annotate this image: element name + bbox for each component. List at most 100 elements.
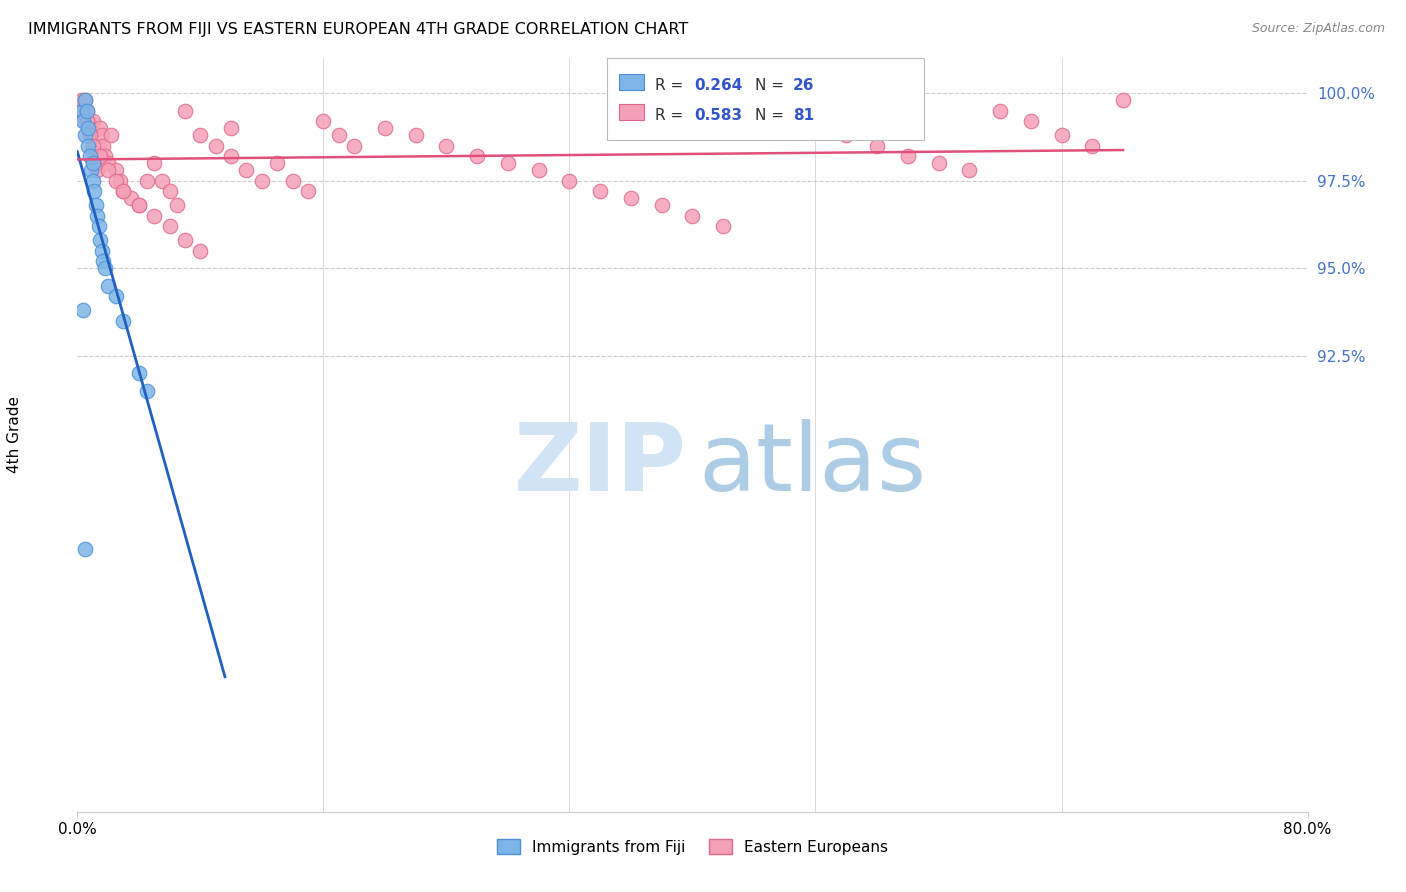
Point [128, 198, 150, 212]
Point [83, 149, 105, 163]
Point [79, 149, 101, 163]
Point [82, 156, 104, 170]
Point [94, 261, 117, 276]
Point [87, 219, 110, 234]
Point [174, 233, 197, 247]
Point [804, 121, 827, 136]
Point [110, 174, 132, 188]
Point [235, 163, 257, 178]
Point [82, 138, 104, 153]
Text: 0.583: 0.583 [695, 108, 742, 123]
Point [82, 174, 104, 188]
Point [73, 93, 96, 107]
Point [104, 174, 127, 188]
Point [70, 103, 93, 118]
Point [589, 184, 612, 198]
Point [89, 233, 111, 247]
Point [143, 209, 166, 223]
Text: N =: N = [755, 108, 789, 123]
Point [150, 174, 173, 188]
Text: IMMIGRANTS FROM FIJI VS EASTERN EUROPEAN 4TH GRADE CORRELATION CHART: IMMIGRANTS FROM FIJI VS EASTERN EUROPEAN… [28, 22, 689, 37]
Point [72, 103, 94, 118]
Point [374, 121, 396, 136]
Point [76, 103, 98, 118]
Point [97, 278, 120, 293]
Point [897, 149, 920, 163]
Point [1019, 114, 1042, 128]
Point [100, 128, 122, 142]
Point [866, 138, 889, 153]
Point [77, 121, 100, 136]
Point [80, 163, 103, 178]
Point [773, 114, 796, 128]
Point [682, 209, 704, 223]
Point [79, 128, 101, 142]
Point [112, 184, 135, 198]
Point [159, 184, 181, 198]
Point [112, 314, 135, 328]
Point [76, 114, 98, 128]
Point [73, 114, 96, 128]
Point [835, 128, 858, 142]
Point [70, 93, 93, 107]
Point [128, 198, 150, 212]
Point [112, 184, 135, 198]
Point [159, 219, 181, 234]
Point [651, 198, 673, 212]
Point [742, 103, 765, 118]
Point [465, 149, 488, 163]
Point [83, 184, 105, 198]
Point [77, 138, 100, 153]
Point [89, 121, 111, 136]
Point [1050, 128, 1073, 142]
Legend: Immigrants from Fiji, Eastern Europeans: Immigrants from Fiji, Eastern Europeans [491, 832, 894, 861]
Point [204, 138, 226, 153]
Point [436, 138, 458, 153]
Point [72, 114, 94, 128]
Point [97, 163, 120, 178]
Point [86, 209, 108, 223]
Point [77, 114, 100, 128]
Point [93, 254, 115, 268]
Point [94, 149, 117, 163]
Point [174, 103, 197, 118]
Point [82, 138, 104, 153]
Point [281, 174, 304, 188]
Point [97, 156, 120, 170]
Text: 26: 26 [793, 78, 814, 93]
Point [93, 138, 115, 153]
Point [266, 156, 288, 170]
Point [1112, 93, 1135, 107]
Text: ZIP: ZIP [513, 419, 686, 511]
Point [73, 128, 96, 142]
Point [82, 114, 104, 128]
Text: Source: ZipAtlas.com: Source: ZipAtlas.com [1251, 22, 1385, 36]
Point [87, 138, 110, 153]
Point [84, 156, 107, 170]
Point [188, 244, 212, 258]
Point [128, 367, 150, 381]
Text: R =: R = [655, 108, 689, 123]
Point [343, 138, 366, 153]
Point [496, 156, 519, 170]
Point [89, 149, 111, 163]
Text: 81: 81 [793, 108, 814, 123]
Text: 0.264: 0.264 [695, 78, 742, 93]
Point [988, 103, 1011, 118]
Point [928, 156, 950, 170]
Point [84, 198, 107, 212]
Point [328, 128, 350, 142]
Point [188, 128, 212, 142]
Point [711, 219, 734, 234]
Point [104, 289, 127, 303]
Point [405, 128, 427, 142]
Point [73, 93, 96, 107]
Point [166, 198, 188, 212]
Point [558, 174, 581, 188]
Point [104, 163, 127, 178]
Point [79, 121, 101, 136]
Point [86, 163, 108, 178]
Text: atlas: atlas [699, 419, 927, 511]
Point [73, 541, 96, 556]
Point [120, 191, 142, 205]
